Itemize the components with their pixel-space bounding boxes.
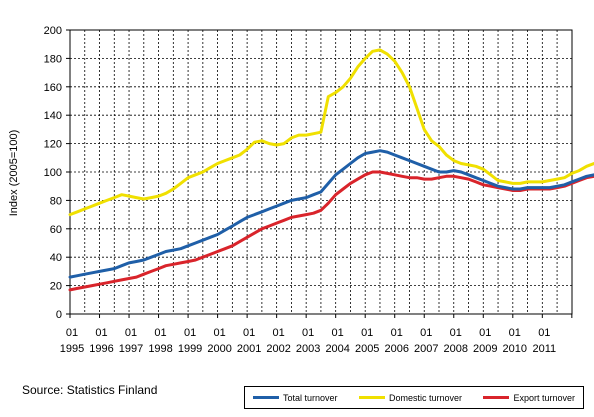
y-tick-label: 40	[50, 252, 62, 264]
y-tick-labels: 0 20 40 60 80 100 120 140 160 180 200	[44, 25, 62, 321]
x-tick-year-label: 2009	[473, 343, 497, 355]
x-tick-year-label: 2010	[503, 343, 527, 355]
x-tick-quarter-label: 01	[273, 327, 285, 339]
y-tick-label: 20	[50, 281, 62, 293]
x-tick-year-label: 2011	[532, 343, 556, 355]
y-tick-label: 60	[50, 224, 62, 236]
x-tick-year-label: 2003	[296, 343, 320, 355]
series-line-export-turnover	[68, 170, 594, 292]
series-line-total-turnover	[68, 149, 594, 279]
x-tick-quarter-label: 01	[302, 327, 314, 339]
legend-swatch-export	[483, 396, 510, 399]
x-tick-year-label: 1995	[60, 343, 84, 355]
x-tick-year-label: 1999	[178, 343, 202, 355]
series-line-domestic-turnover	[68, 48, 594, 217]
x-tick-quarter-label: 01	[332, 327, 344, 339]
x-tick-year-label: 2005	[355, 343, 379, 355]
legend-item-domestic: Domestic turnover	[358, 392, 463, 403]
x-tick-quarter-label: 01	[420, 327, 432, 339]
legend-label-total: Total turnover	[283, 392, 338, 403]
x-tick-year-label: 2001	[237, 343, 261, 355]
x-tick-year-label: 1997	[119, 343, 143, 355]
x-tick-quarter-label: 01	[538, 327, 550, 339]
legend-swatch-total	[253, 396, 279, 399]
x-tick-quarter-label: 01	[243, 327, 255, 339]
y-tick-label: 180	[44, 53, 62, 65]
x-tick-year-label: 2004	[325, 343, 349, 355]
legend-label-export: Export turnover	[513, 392, 575, 403]
x-tick-quarter-label: 01	[213, 327, 225, 339]
x-tick-year-label: 2006	[384, 343, 408, 355]
x-tick-quarter-label: 01	[361, 327, 373, 339]
x-tick-quarter-label: 01	[154, 327, 166, 339]
x-tick-year-label: 2000	[207, 343, 231, 355]
y-tick-label: 120	[44, 139, 62, 151]
line-chart: 0 20 40 60 80 100 120 140 160 180 200 01 1995 01 1996…	[8, 25, 594, 355]
x-tick-quarter-label: 01	[391, 327, 403, 339]
legend-swatch-domestic	[358, 396, 385, 399]
legend: Total turnover Domestic turnover Export …	[244, 386, 584, 409]
y-tick-label: 80	[50, 195, 62, 207]
y-tick-label: 0	[56, 309, 62, 321]
x-tick-year-label: 1998	[148, 343, 172, 355]
y-tick-label: 160	[44, 82, 62, 94]
legend-label-domestic: Domestic turnover	[388, 392, 463, 403]
x-tick-year-label: 1996	[89, 343, 113, 355]
x-tick-quarter-label: 01	[509, 327, 521, 339]
y-axis-label: Index (2005=100)	[8, 130, 20, 217]
y-tick-label: 100	[44, 167, 62, 179]
x-tick-quarter-label: 01	[66, 327, 78, 339]
legend-item-export: Export turnover	[483, 393, 575, 403]
x-tick-quarter-label: 01	[125, 327, 137, 339]
x-tick-year-label: 2002	[266, 343, 290, 355]
x-tick-quarter-label: 01	[95, 327, 107, 339]
y-tick-label: 140	[44, 110, 62, 122]
y-tick-label: 200	[44, 25, 62, 37]
grid-lines	[70, 29, 572, 314]
x-tick-quarter-label: 01	[450, 327, 462, 339]
x-tick-year-label: 2008	[444, 343, 468, 355]
data-series	[68, 48, 594, 292]
x-tick-year-label: 2007	[414, 343, 438, 355]
x-tick-labels: 01 1995 01 1996 01 1997 01 1998 01 1999 01 2000 01 20…	[60, 327, 556, 355]
x-tick-quarter-label: 01	[184, 327, 196, 339]
x-tick-quarter-label: 01	[479, 327, 491, 339]
source-note: Source: Statistics Finland	[22, 383, 158, 397]
legend-item-total: Total turnover	[253, 393, 338, 403]
